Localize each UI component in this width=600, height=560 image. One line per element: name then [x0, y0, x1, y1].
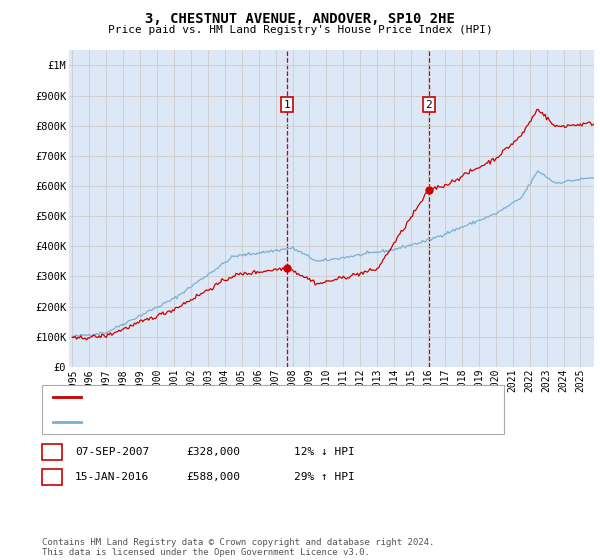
- Text: 07-SEP-2007: 07-SEP-2007: [75, 447, 149, 457]
- Text: 29% ↑ HPI: 29% ↑ HPI: [294, 472, 355, 482]
- Text: 3, CHESTNUT AVENUE, ANDOVER, SP10 2HE (detached house): 3, CHESTNUT AVENUE, ANDOVER, SP10 2HE (d…: [85, 392, 403, 402]
- Text: 1: 1: [284, 100, 290, 110]
- Text: 15-JAN-2016: 15-JAN-2016: [75, 472, 149, 482]
- Text: 3, CHESTNUT AVENUE, ANDOVER, SP10 2HE: 3, CHESTNUT AVENUE, ANDOVER, SP10 2HE: [145, 12, 455, 26]
- Text: £588,000: £588,000: [186, 472, 240, 482]
- Text: Contains HM Land Registry data © Crown copyright and database right 2024.
This d: Contains HM Land Registry data © Crown c…: [42, 538, 434, 557]
- Text: 2: 2: [425, 100, 432, 110]
- Text: 1: 1: [49, 447, 55, 457]
- Text: Price paid vs. HM Land Registry's House Price Index (HPI): Price paid vs. HM Land Registry's House …: [107, 25, 493, 35]
- Text: HPI: Average price, detached house, Test Valley: HPI: Average price, detached house, Test…: [85, 417, 361, 427]
- Text: 12% ↓ HPI: 12% ↓ HPI: [294, 447, 355, 457]
- Text: 2: 2: [49, 472, 55, 482]
- Text: £328,000: £328,000: [186, 447, 240, 457]
